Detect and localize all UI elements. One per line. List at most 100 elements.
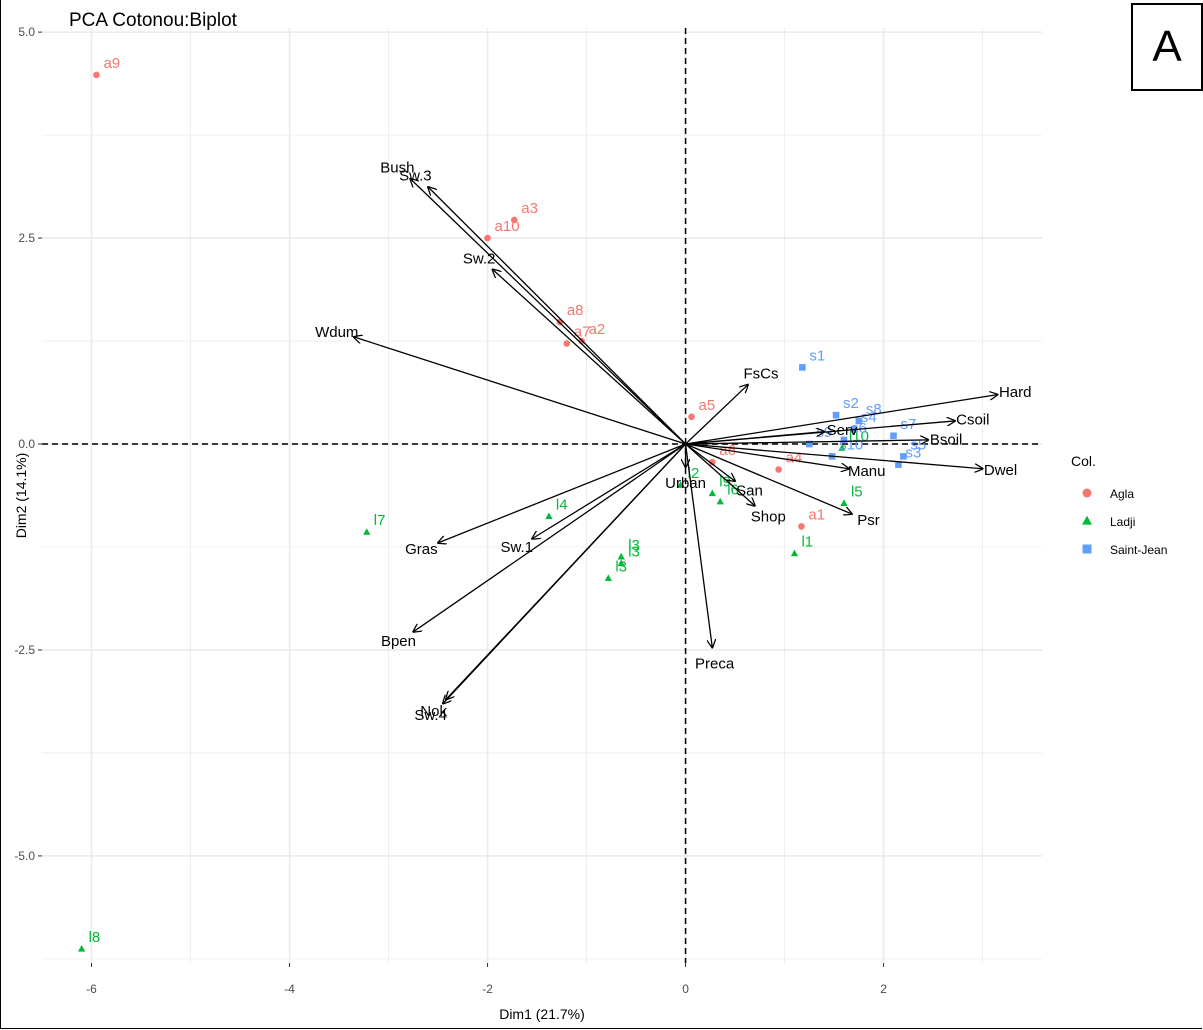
point-label: l8: [89, 929, 101, 946]
legend-label: Agla: [1110, 487, 1134, 501]
point-label: l9: [719, 473, 731, 490]
x-tick-label: 0: [682, 982, 689, 996]
variable-arrow: [685, 443, 736, 481]
point-label: l1: [801, 534, 813, 551]
y-tick-label: 2.5: [18, 231, 35, 245]
point-label: l7: [374, 512, 386, 529]
variable-arrow: [685, 385, 748, 445]
variable-label: Bsoil: [930, 432, 963, 449]
legend-key-ladji: [1082, 515, 1092, 525]
point-label: s2: [843, 395, 859, 412]
point-ladji: [363, 528, 371, 535]
variable-label: Dwel: [984, 462, 1017, 479]
x-tick-label: 2: [880, 982, 887, 996]
variable-label: Csoil: [956, 412, 989, 429]
variable-arrow: [428, 187, 687, 445]
point-agla: [688, 413, 695, 421]
point-label: a2: [589, 321, 606, 338]
x-tick-label: -6: [86, 982, 97, 996]
point-label: l4: [556, 497, 568, 514]
variable-arrow: [685, 443, 849, 469]
variable-arrow: [685, 440, 929, 445]
variable-label: Gras: [405, 541, 438, 558]
point-agla: [93, 71, 100, 79]
point-agla: [484, 234, 491, 242]
point-agla: [563, 340, 571, 347]
variable-arrow: [354, 337, 686, 445]
x-tick-label: -4: [284, 982, 295, 996]
variable-label: Bush: [380, 160, 414, 177]
variable-arrow: [685, 395, 998, 445]
variable-label: San: [736, 483, 763, 500]
variable-label: Sw.2: [463, 251, 496, 268]
x-tick-label: -2: [482, 982, 493, 996]
point-label: a10: [495, 218, 520, 235]
variable-arrow: [685, 432, 825, 445]
variable-label: Urban: [665, 475, 706, 492]
variable-label: Sw.1: [501, 539, 534, 556]
point-ladji: [838, 444, 846, 451]
point-label: a1: [808, 506, 825, 523]
variable-arrow: [685, 443, 755, 506]
point-agla: [510, 216, 518, 224]
variable-label: Sw.4: [414, 707, 447, 724]
point-ladji: [617, 559, 625, 567]
variable-label: Manu: [848, 463, 886, 480]
point-ladji: [716, 497, 724, 505]
point-label: l5: [851, 483, 863, 500]
point-ladji: [708, 489, 716, 497]
legend-key-saint-jean: [1082, 544, 1092, 554]
variable-label: Hard: [999, 384, 1032, 401]
point-label: l3: [628, 543, 640, 560]
point-label: a8: [567, 302, 584, 319]
chart-title: PCA Cotonou:Biplot: [69, 10, 238, 31]
point-saint-jean: [895, 461, 902, 468]
point-ladji: [545, 512, 553, 520]
point-label: s4: [861, 409, 877, 426]
legend-label: Ladji: [1110, 515, 1135, 529]
y-tick-label: -2.5: [14, 643, 35, 657]
legend-title: Col.: [1071, 453, 1096, 469]
y-tick-label: 5.0: [18, 25, 35, 39]
variable-arrow: [410, 179, 687, 445]
point-label: l3: [615, 558, 627, 575]
variable-arrow: [532, 443, 686, 539]
variable-label: Psr: [857, 512, 880, 529]
point-saint-jean: [855, 417, 863, 425]
point-ladji: [790, 549, 799, 557]
variable-label: FsCs: [743, 366, 778, 383]
point-saint-jean: [806, 440, 813, 448]
point-label: s3: [905, 445, 921, 462]
legend-label: Saint-Jean: [1110, 543, 1167, 557]
point-agla: [775, 466, 782, 473]
point-saint-jean: [799, 364, 806, 371]
x-axis-title: Dim1 (21.7%): [499, 1006, 585, 1022]
y-tick-label: 0.0: [18, 437, 35, 451]
variable-label: Preca: [695, 655, 735, 672]
point-label: a9: [103, 55, 120, 72]
point-saint-jean: [840, 436, 848, 444]
point-label: s1: [809, 347, 825, 364]
grid-lines: [42, 28, 1042, 963]
variable-arrow: [413, 443, 686, 632]
variable-label: Shop: [751, 508, 786, 525]
point-saint-jean: [900, 453, 907, 460]
point-ladji: [617, 552, 625, 560]
y-axis-title: Dim2 (14.1%): [13, 453, 29, 539]
point-label: l2: [688, 465, 700, 482]
variable-label: Bpen: [381, 633, 416, 650]
point-saint-jean: [890, 432, 897, 440]
point-ladji: [840, 499, 848, 506]
variable-arrow: [684, 443, 713, 647]
variable-label: Serv: [827, 422, 858, 439]
variable-arrow: [685, 443, 983, 469]
variable-arrow: [492, 269, 687, 445]
point-ladji: [676, 481, 685, 488]
y-tick-label: -5.0: [14, 849, 35, 863]
variable-label: Wdum: [315, 324, 358, 341]
point-ladji: [604, 574, 612, 581]
point-label: s6: [851, 420, 867, 437]
point-ladji: [77, 945, 86, 952]
